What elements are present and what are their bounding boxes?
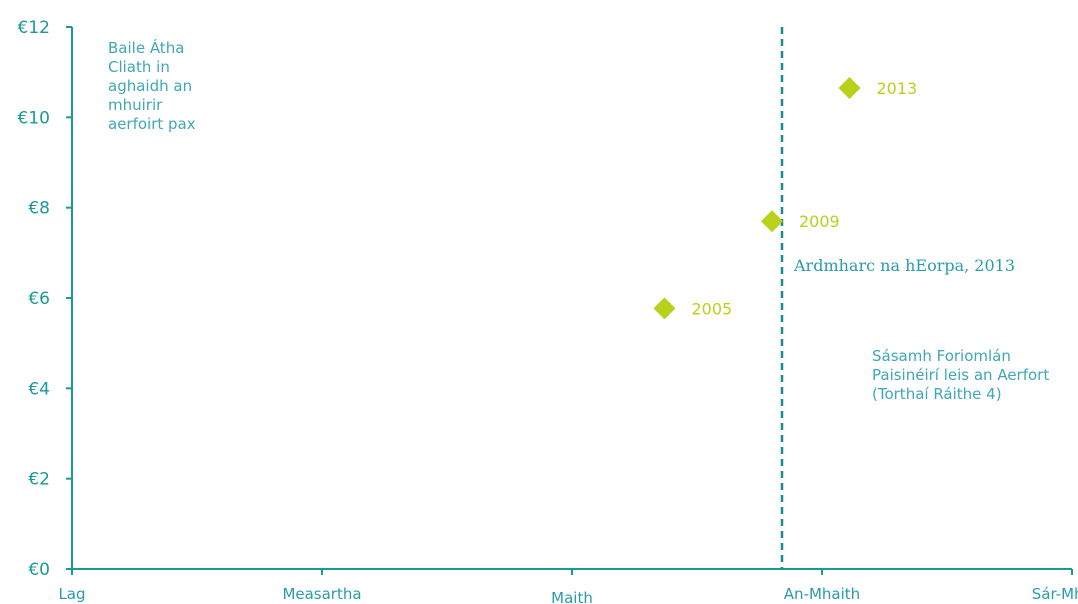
y-tick-label: €8 <box>28 199 50 219</box>
x-axis-label: Sásamh Foriomlán Paisinéirí leis an Aerf… <box>872 347 1050 403</box>
axes <box>66 26 1073 575</box>
point-marker <box>838 76 861 99</box>
point-marker <box>653 297 676 320</box>
point-label: 2009 <box>799 212 840 231</box>
point-label: 2005 <box>692 299 733 318</box>
y-tick-label: €6 <box>28 289 50 309</box>
benchmark-label: Ardmharc na hEorpa, 2013 <box>794 256 1016 275</box>
x-tick-label: Maith <box>551 589 593 604</box>
y-tick-label: €10 <box>18 108 50 128</box>
y-tick-label: €2 <box>28 470 50 490</box>
x-tick-label: Lag <box>58 585 85 603</box>
point-label: 2013 <box>877 79 918 98</box>
x-tick-label: Sár-Mhaith <box>1032 585 1078 603</box>
y-tick-label: €12 <box>18 18 50 38</box>
x-tick-label: An-Mhaith <box>784 585 860 603</box>
tick-labels: €0 €2 €4 €6 €8 €10 €12 Lag Measartha Maith An-Mhai… <box>18 18 1078 604</box>
y-axis-label: Baile Átha Cliath in aghaidh an mhuirir … <box>108 39 196 133</box>
data-points: 2005 2009 2013 <box>653 76 918 320</box>
point-marker <box>761 210 783 233</box>
y-tick-label: €4 <box>28 379 50 399</box>
x-tick-label: Measartha <box>282 585 361 603</box>
y-tick-label: €0 <box>28 560 50 580</box>
